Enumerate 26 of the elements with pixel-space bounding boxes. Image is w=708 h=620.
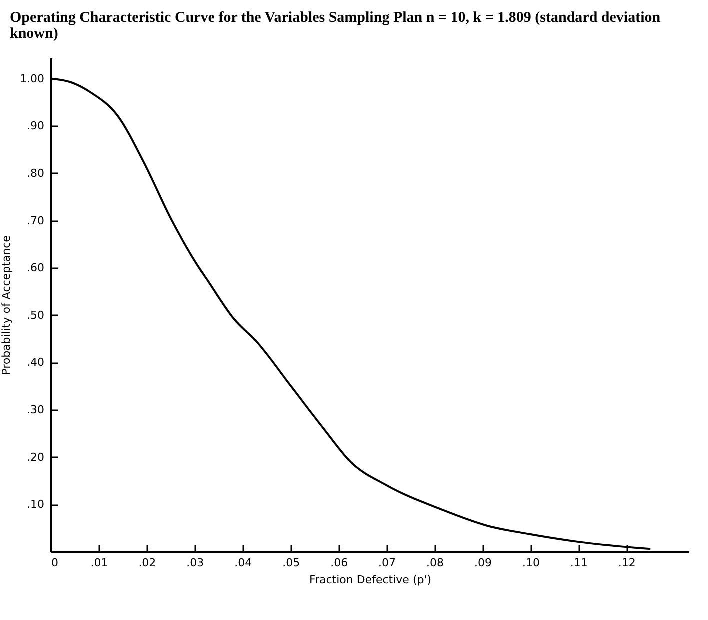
y-tick-label: .20 — [27, 450, 44, 464]
x-tick-label: .11 — [570, 556, 588, 570]
x-tick-label: .01 — [90, 556, 108, 570]
y-tick-label: .80 — [27, 166, 44, 180]
y-tick-label: 1.00 — [20, 72, 44, 86]
y-axis-title: Probability of Acceptance — [0, 235, 14, 376]
x-tick-label: .12 — [618, 556, 636, 570]
x-tick-label: 0 — [52, 556, 58, 570]
chart-title: Operating Characteristic Curve for the Variables Sampling Plan n = 10, k = 1.809 (standard deviation known) — [9, 9, 662, 44]
x-axis-title: Fraction Defective (p') — [309, 574, 432, 586]
y-tick-label: .50 — [27, 308, 44, 322]
x-tick-label: .06 — [330, 556, 348, 570]
y-tick-label: .40 — [27, 356, 44, 370]
x-tick-label: .08 — [426, 556, 444, 570]
x-tick-label: .10 — [522, 556, 540, 570]
y-tick-label: .60 — [27, 262, 44, 275]
y-tick-label: .30 — [27, 404, 44, 417]
x-tick-label: .03 — [186, 556, 204, 570]
y-tick-label: .70 — [27, 214, 44, 228]
y-tick-label: .90 — [27, 120, 44, 133]
x-tick-label: .05 — [282, 556, 300, 570]
x-tick-label: .07 — [378, 556, 396, 570]
y-tick-label: .10 — [27, 498, 44, 512]
x-tick-label: .09 — [474, 556, 492, 570]
x-tick-label: .02 — [138, 556, 156, 570]
x-tick-label: .04 — [234, 556, 252, 570]
